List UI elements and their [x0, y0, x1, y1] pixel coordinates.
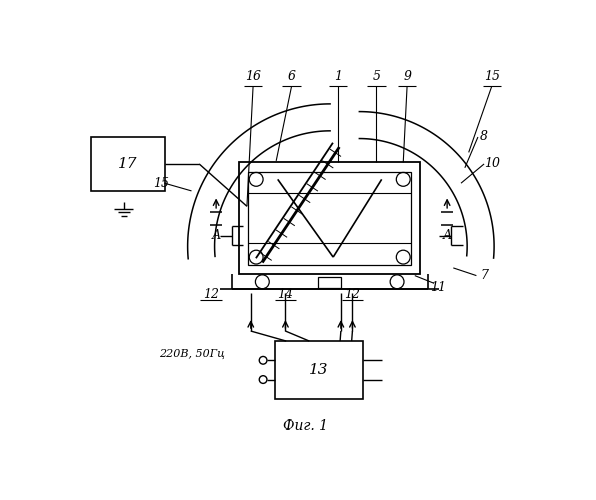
Text: А: А	[212, 229, 221, 242]
Text: 1: 1	[334, 70, 342, 84]
Text: 11: 11	[430, 280, 446, 293]
Text: 16: 16	[245, 70, 261, 84]
Text: 6: 6	[288, 70, 296, 84]
Text: 15: 15	[153, 176, 169, 190]
Text: 10: 10	[484, 158, 500, 170]
Bar	[318, 277, 341, 288]
Bar	[91, 137, 164, 191]
Text: 12: 12	[344, 288, 361, 302]
Bar	[275, 341, 363, 399]
Text: Фиг. 1: Фиг. 1	[283, 419, 328, 432]
Text: 8: 8	[480, 130, 488, 143]
Text: 14: 14	[277, 288, 293, 302]
Bar	[239, 162, 420, 274]
Text: 17: 17	[118, 157, 138, 171]
Text: 13: 13	[309, 363, 328, 377]
Text: 220В, 50Гц: 220В, 50Гц	[159, 349, 225, 359]
Text: 15: 15	[484, 70, 500, 84]
Text: А: А	[442, 229, 452, 242]
Text: 7: 7	[480, 269, 488, 282]
Bar	[249, 172, 411, 265]
Text: 12: 12	[203, 288, 219, 302]
Text: 5: 5	[372, 70, 380, 84]
Text: 9: 9	[403, 70, 411, 84]
